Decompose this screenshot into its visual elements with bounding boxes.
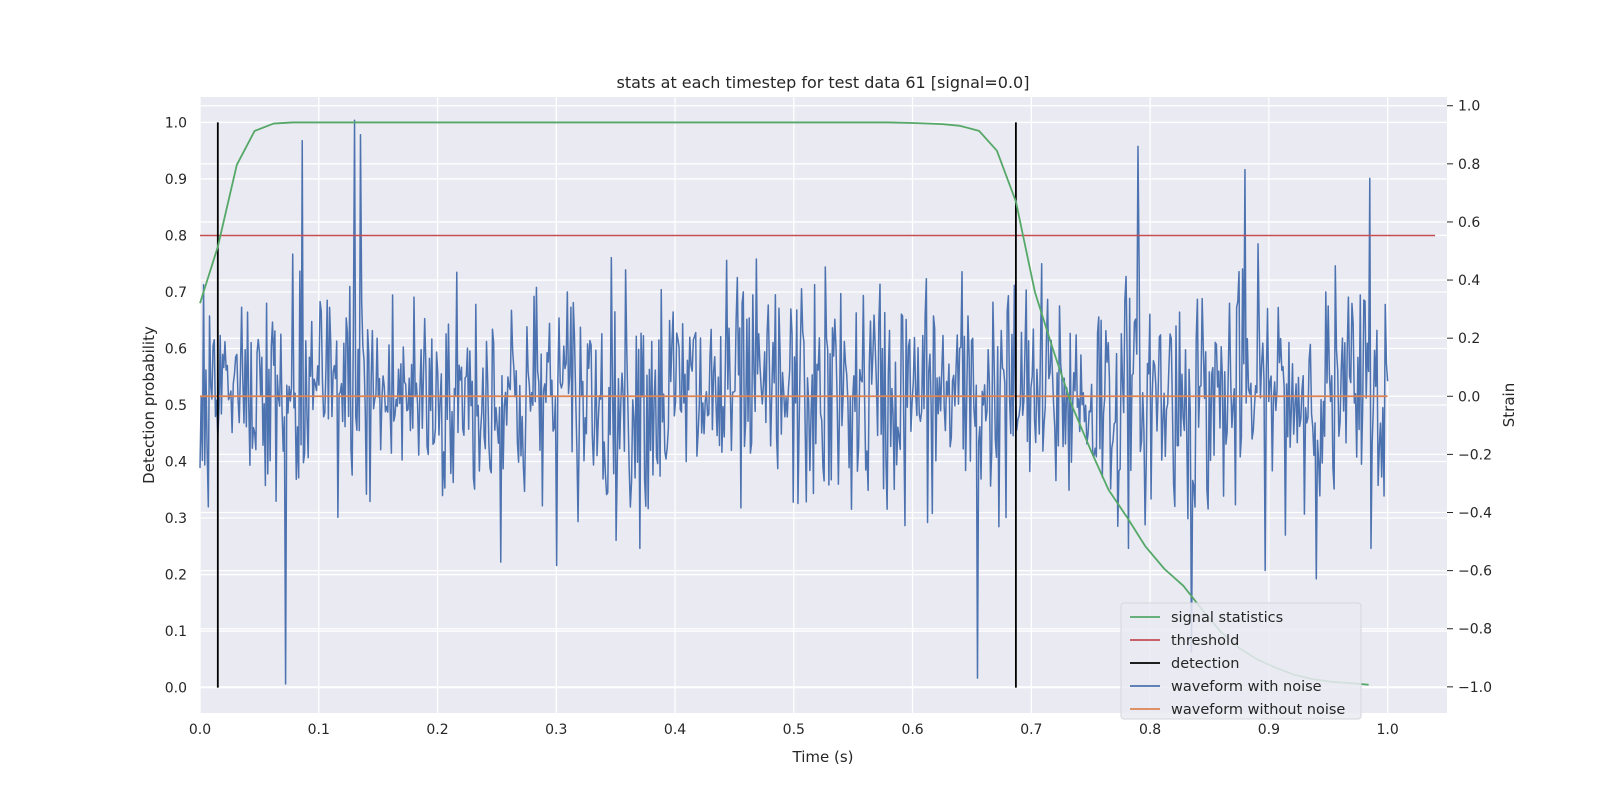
ticks-layer: 0.0 0.1 0.2 0.3 0.4 0.5 0.6 0.7 0.8 0.9 1.0 0.0 0.1 0…	[165, 99, 1492, 738]
y-tick-label: 0.7	[165, 285, 187, 301]
y2-tick-label: −0.2	[1458, 447, 1492, 463]
legend-label: threshold	[1171, 633, 1239, 649]
x-tick-label: 0.0	[189, 722, 211, 738]
y-tick-label: 0.1	[165, 624, 187, 640]
y2-tick-label: 0.6	[1458, 215, 1480, 231]
legend-label: waveform with noise	[1171, 679, 1322, 695]
y-tick-label: 0.3	[165, 511, 187, 527]
y-tick-label: 0.8	[165, 228, 187, 244]
x-tick-label: 1.0	[1376, 722, 1398, 738]
x-tick-label: 0.8	[1139, 722, 1161, 738]
y2-tick-label: 1.0	[1458, 99, 1480, 115]
series-layer	[199, 119, 1436, 688]
legend-label: signal statistics	[1171, 610, 1283, 626]
x-axis-label: Time (s)	[792, 748, 854, 766]
x-tick-label: 0.3	[545, 722, 567, 738]
legend-label: waveform without noise	[1171, 702, 1345, 718]
y2-tick-label: −0.8	[1458, 622, 1492, 638]
y2-tick-label: −0.6	[1458, 564, 1492, 580]
x-tick-label: 0.9	[1258, 722, 1280, 738]
legend-label: detection	[1171, 656, 1239, 672]
y2-tick-label: 0.4	[1458, 273, 1480, 289]
x-tick-label: 0.1	[308, 722, 330, 738]
x-tick-label: 0.2	[426, 722, 448, 738]
y-tick-label: 1.0	[165, 115, 187, 131]
y2-tick-label: −0.4	[1458, 506, 1492, 522]
y-tick-label: 0.9	[165, 172, 187, 188]
x-tick-label: 0.5	[783, 722, 805, 738]
y2-tick-label: 0.2	[1458, 331, 1480, 347]
y-tick-label: 0.0	[165, 681, 187, 697]
y-tick-label: 0.4	[165, 455, 187, 471]
y-axis-label: Detection probability	[140, 326, 158, 484]
waveform-with-noise-line	[199, 119, 1389, 685]
y2-tick-label: −1.0	[1458, 680, 1492, 696]
y-tick-label: 0.5	[165, 398, 187, 414]
x-tick-label: 0.4	[664, 722, 686, 738]
y-tick-label: 0.2	[165, 568, 187, 584]
y2-tick-label: 0.0	[1458, 389, 1480, 405]
legend-box	[1120, 602, 1362, 720]
y2-tick-label: 0.8	[1458, 157, 1480, 173]
legend: signal statistics threshold detection wavef…	[1120, 602, 1362, 720]
y-tick-label: 0.6	[165, 341, 187, 357]
y2-axis-label: Strain	[1500, 383, 1518, 427]
x-tick-label: 0.6	[901, 722, 923, 738]
chart-title: stats at each timestep for test data 61 …	[617, 73, 1030, 92]
x-tick-label: 0.7	[1020, 722, 1042, 738]
